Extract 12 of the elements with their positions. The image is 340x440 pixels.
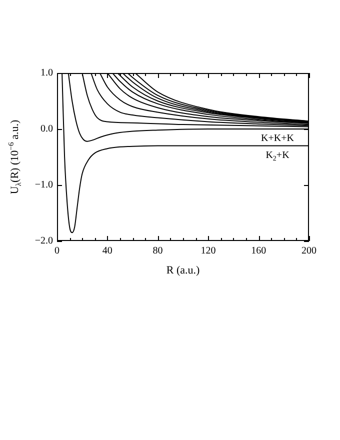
- x-tick-label: 160: [251, 246, 266, 257]
- x-tick-label: 200: [302, 246, 316, 257]
- x-tick-label: 0: [54, 246, 60, 257]
- x-tick-label: 120: [200, 246, 216, 257]
- y-tick-label: −1.0: [34, 180, 53, 191]
- annotation: K+K+K: [261, 133, 295, 144]
- x-tick-label: 40: [102, 246, 112, 257]
- x-tick-label: 80: [152, 246, 163, 257]
- y-tick-label: 1.0: [40, 68, 53, 79]
- y-tick-label: 0.0: [40, 124, 53, 135]
- x-axis-title: R (a.u.): [166, 264, 200, 276]
- y-tick-label: −2.0: [34, 236, 53, 247]
